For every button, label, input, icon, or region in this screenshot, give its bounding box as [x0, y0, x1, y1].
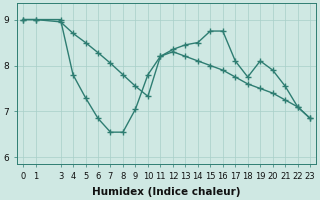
X-axis label: Humidex (Indice chaleur): Humidex (Indice chaleur) [92, 187, 241, 197]
